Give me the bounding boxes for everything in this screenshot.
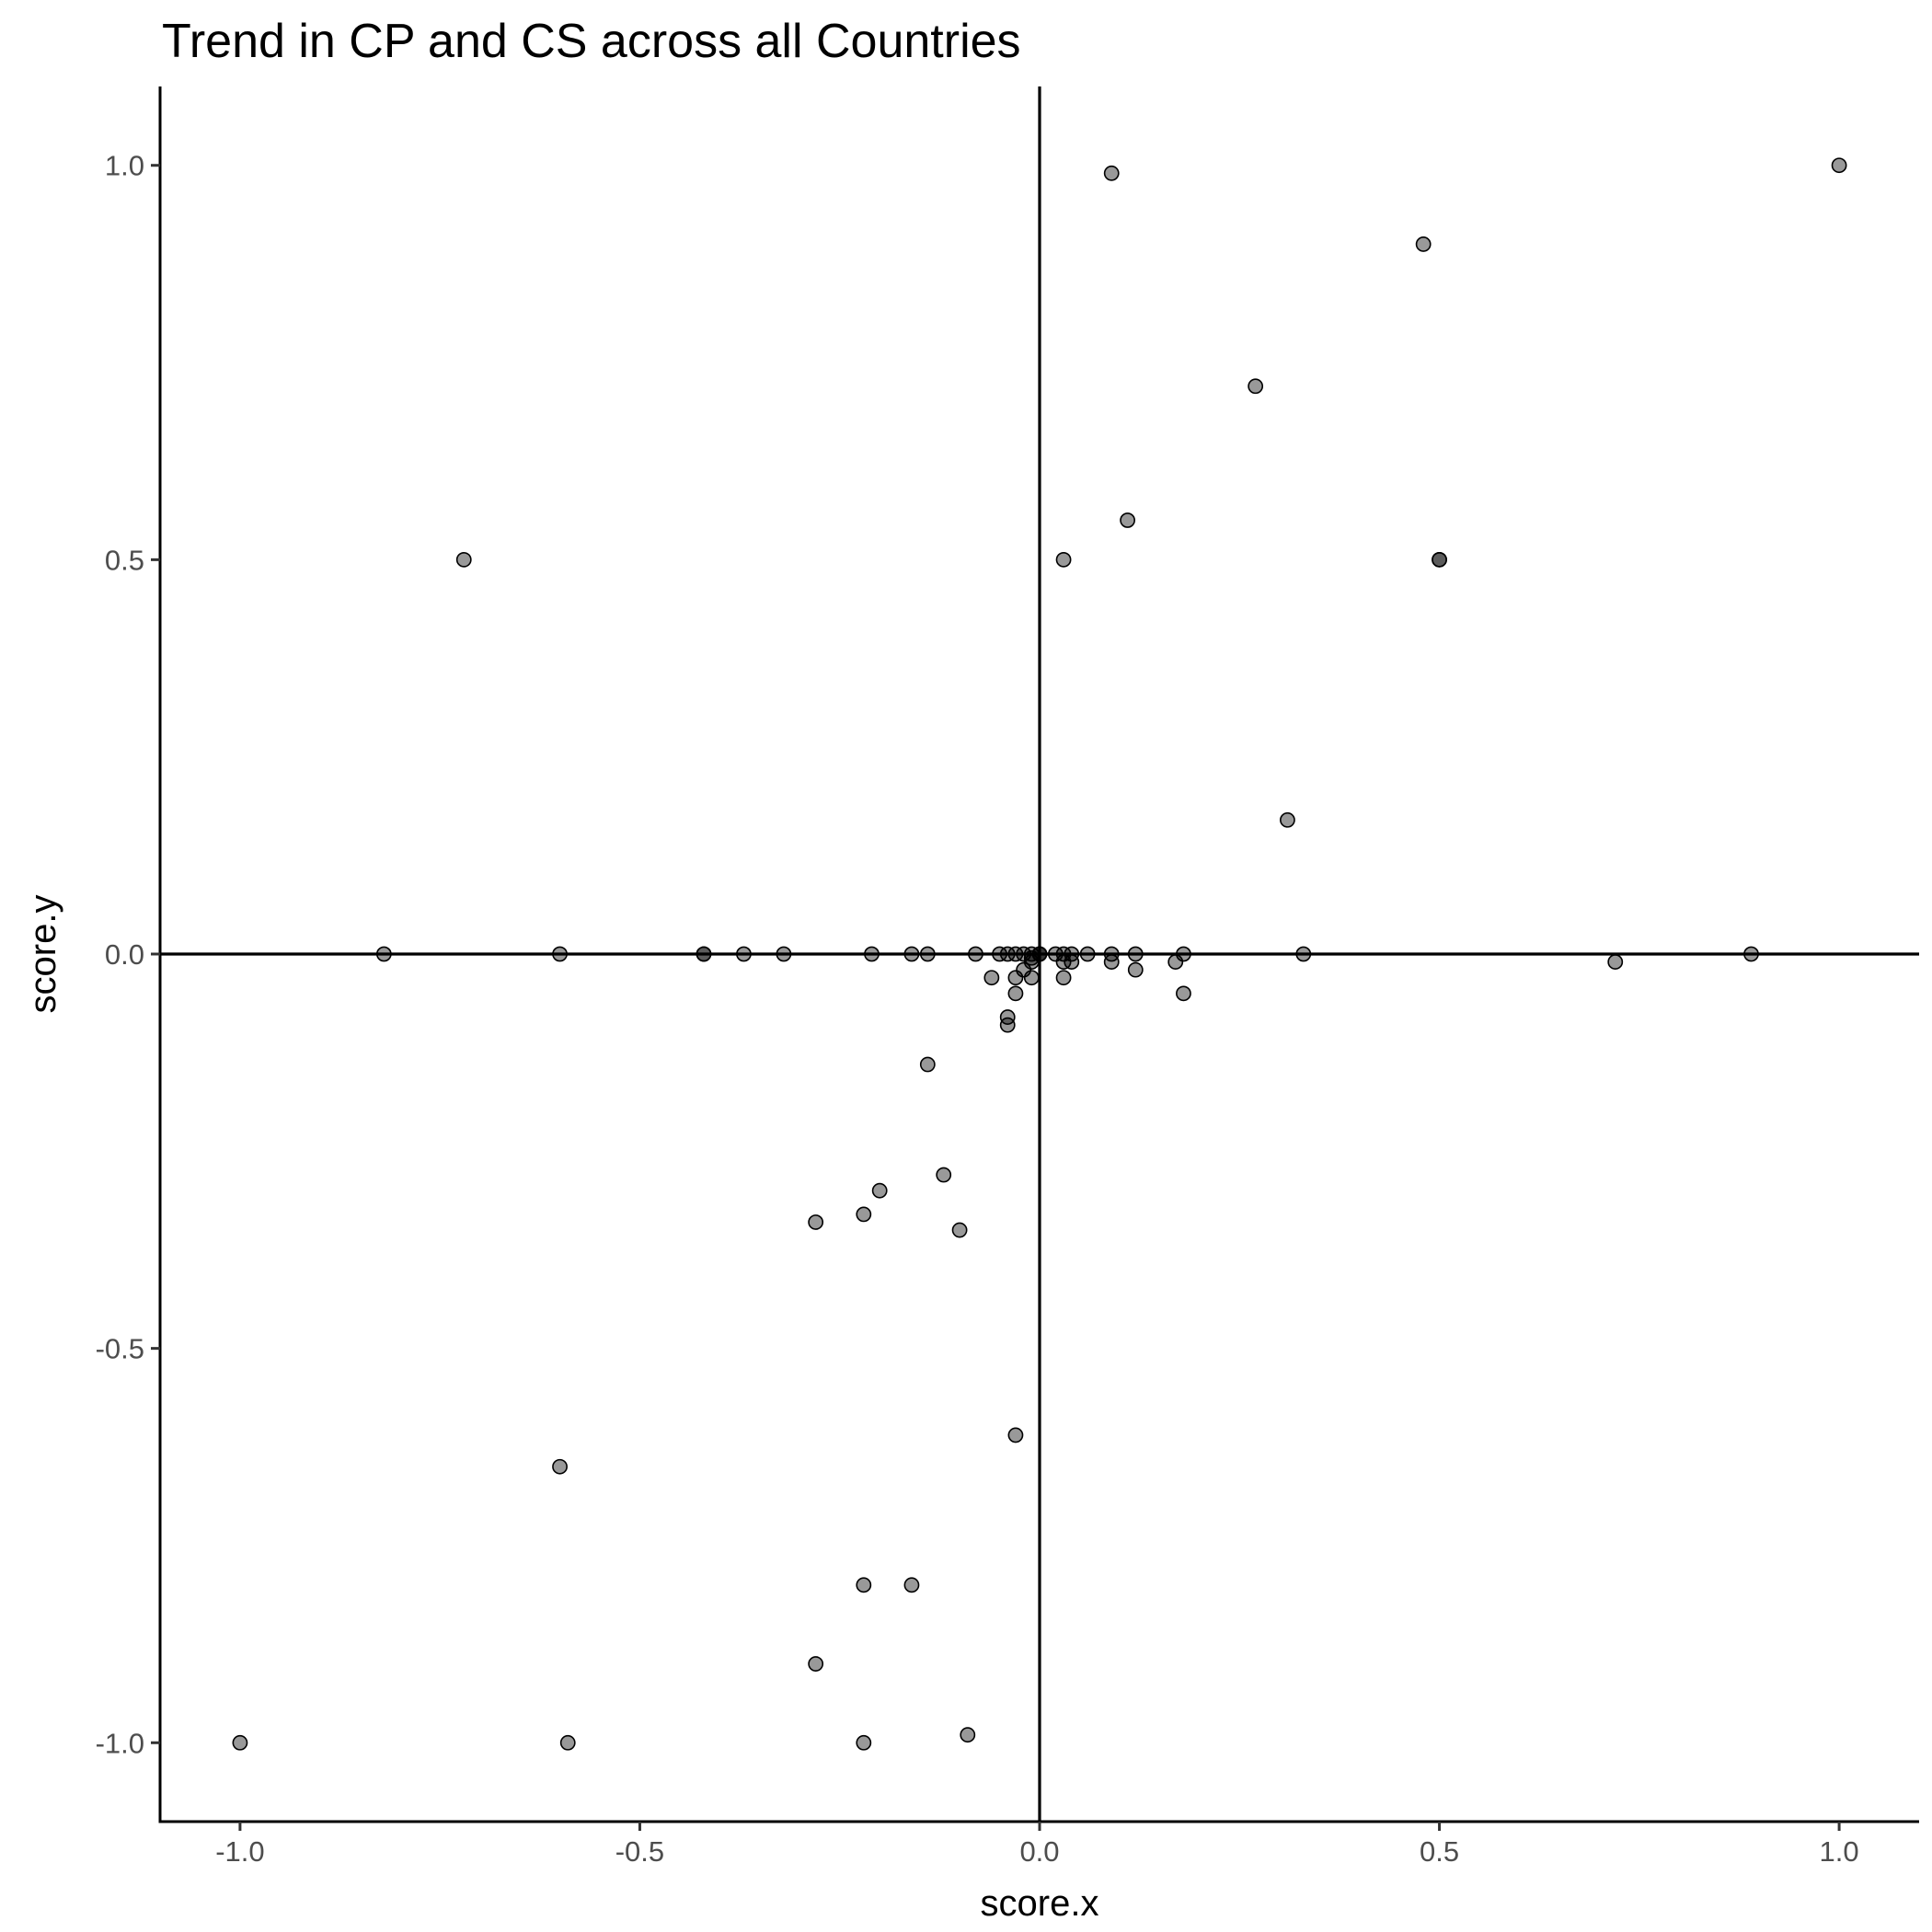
data-point bbox=[232, 1734, 248, 1751]
data-point bbox=[1415, 236, 1432, 252]
data-point bbox=[455, 551, 472, 568]
data-point bbox=[559, 1734, 576, 1751]
data-point bbox=[1127, 946, 1144, 962]
data-point bbox=[856, 1734, 872, 1751]
data-point bbox=[1120, 512, 1135, 528]
data-point bbox=[936, 1167, 952, 1183]
data-point bbox=[960, 1727, 976, 1743]
data-points bbox=[232, 157, 1847, 1751]
x-axis-ticks: -1.0 -0.5 0.0 0.5 1.0 bbox=[215, 1822, 1859, 1868]
data-point bbox=[1280, 811, 1295, 828]
data-point bbox=[983, 970, 1000, 986]
data-point bbox=[1007, 985, 1024, 1002]
y-tick-label: 0.0 bbox=[105, 938, 144, 971]
data-point bbox=[808, 1656, 824, 1672]
data-point bbox=[999, 1017, 1016, 1033]
data-point bbox=[1607, 954, 1624, 970]
data-point bbox=[1007, 946, 1024, 962]
data-point bbox=[1743, 946, 1759, 962]
data-point bbox=[856, 1206, 872, 1223]
reference-lines bbox=[160, 86, 1919, 1822]
y-axis-title: score.y bbox=[23, 895, 63, 1014]
y-axis-ticks: -1.0 -0.5 0.0 0.5 1.0 bbox=[96, 150, 160, 1759]
data-point bbox=[903, 1577, 920, 1593]
x-tick-label: 0.5 bbox=[1420, 1835, 1459, 1868]
data-point bbox=[736, 946, 752, 962]
data-point bbox=[903, 946, 920, 962]
data-point bbox=[552, 1458, 568, 1475]
data-point bbox=[1007, 970, 1024, 986]
data-point bbox=[1023, 946, 1040, 962]
chart-title: Trend in CP and CS across all Countries bbox=[162, 15, 1021, 68]
data-point bbox=[1127, 961, 1144, 978]
data-point bbox=[1295, 946, 1312, 962]
data-point bbox=[1064, 954, 1080, 970]
y-tick-label: -1.0 bbox=[96, 1727, 144, 1759]
data-point bbox=[1103, 946, 1120, 962]
data-point bbox=[696, 946, 712, 962]
x-tick-label: 1.0 bbox=[1820, 1835, 1859, 1868]
data-point bbox=[1103, 165, 1120, 181]
data-point bbox=[871, 1182, 888, 1199]
data-point bbox=[1007, 1427, 1024, 1443]
x-axis-title: score.x bbox=[981, 1883, 1099, 1924]
data-point bbox=[1055, 551, 1072, 568]
data-point bbox=[1167, 954, 1184, 970]
data-point bbox=[1023, 949, 1040, 966]
data-point bbox=[552, 946, 568, 962]
data-point bbox=[1023, 970, 1040, 986]
data-point bbox=[1079, 946, 1096, 962]
data-point bbox=[776, 946, 792, 962]
data-point bbox=[864, 946, 880, 962]
data-point bbox=[1055, 970, 1072, 986]
data-point bbox=[951, 1222, 968, 1238]
y-tick-label: 0.5 bbox=[105, 544, 144, 576]
data-point bbox=[999, 1009, 1016, 1025]
data-point bbox=[919, 1056, 936, 1073]
y-tick-label: 1.0 bbox=[105, 150, 144, 182]
data-point bbox=[999, 946, 1016, 962]
x-tick-label: -1.0 bbox=[215, 1835, 264, 1868]
data-point bbox=[1432, 551, 1447, 568]
data-point bbox=[1055, 954, 1072, 970]
data-point bbox=[1248, 378, 1264, 395]
data-point bbox=[808, 1214, 824, 1230]
x-tick-label: 0.0 bbox=[1019, 1835, 1059, 1868]
data-point bbox=[856, 1577, 872, 1593]
data-point bbox=[968, 946, 983, 962]
data-point bbox=[1176, 985, 1191, 1002]
y-tick-label: -0.5 bbox=[96, 1333, 144, 1365]
data-point bbox=[919, 946, 936, 962]
data-point bbox=[1103, 954, 1120, 970]
data-point bbox=[375, 946, 392, 962]
x-tick-label: -0.5 bbox=[615, 1835, 664, 1868]
data-point bbox=[992, 946, 1007, 962]
data-point bbox=[1831, 157, 1847, 174]
